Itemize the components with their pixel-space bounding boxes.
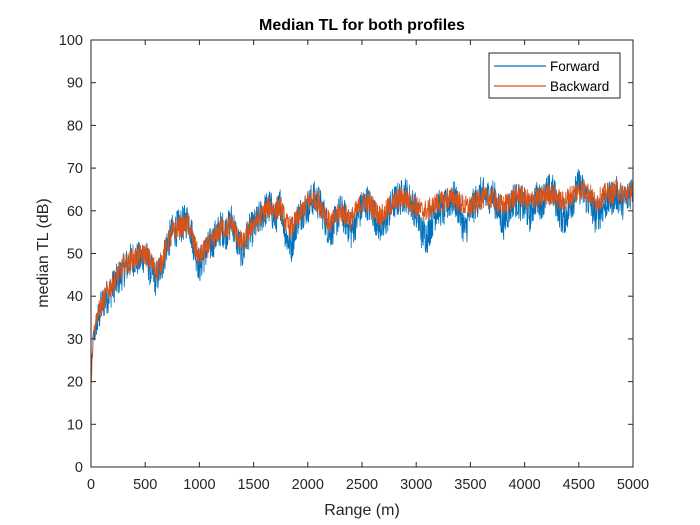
x-tick-label: 5000 bbox=[617, 477, 649, 493]
series-layer bbox=[90, 168, 634, 386]
y-tick-label: 100 bbox=[59, 33, 83, 49]
y-tick-label: 50 bbox=[67, 247, 83, 263]
x-tick-label: 4000 bbox=[508, 477, 540, 493]
chart-title: Median TL for both profiles bbox=[259, 17, 465, 34]
y-tick-label: 80 bbox=[67, 118, 83, 134]
x-axis-ticks: 0 500 1000 1500 2000 2500 3000 3500 4000 4500 5000 bbox=[87, 40, 649, 493]
x-tick-label: 0 bbox=[87, 477, 95, 493]
legend-label-forward: Forward bbox=[550, 59, 600, 74]
y-tick-label: 10 bbox=[67, 417, 83, 433]
x-tick-label: 4500 bbox=[563, 477, 595, 493]
legend-box bbox=[488, 52, 621, 99]
x-axis-title: Range (m) bbox=[324, 502, 400, 519]
y-tick-label: 30 bbox=[67, 332, 83, 348]
x-tick-label: 3500 bbox=[454, 477, 486, 493]
y-axis-title: median TL (dB) bbox=[35, 198, 52, 307]
y-tick-label: 70 bbox=[67, 161, 83, 177]
legend: Forward Backward bbox=[488, 52, 621, 99]
y-tick-label: 20 bbox=[67, 375, 83, 391]
y-tick-label: 90 bbox=[67, 76, 83, 92]
y-axis-ticks: 0 10 20 30 40 50 60 70 80 90 100 bbox=[59, 33, 633, 476]
x-tick-label: 2500 bbox=[346, 477, 378, 493]
x-tick-label: 3000 bbox=[400, 477, 432, 493]
y-tick-label: 40 bbox=[67, 289, 83, 305]
x-tick-label: 500 bbox=[133, 477, 157, 493]
legend-label-backward: Backward bbox=[550, 79, 609, 94]
x-tick-label: 1500 bbox=[237, 477, 269, 493]
axes-background bbox=[91, 40, 633, 467]
plot-area: 0 500 1000 1500 2000 2500 3000 3500 4000 4500 5000… bbox=[59, 33, 649, 493]
y-tick-label: 60 bbox=[67, 204, 83, 220]
y-tick-label: 0 bbox=[75, 460, 83, 476]
series-line-backward bbox=[90, 178, 634, 386]
x-tick-label: 2000 bbox=[292, 477, 324, 493]
x-tick-label: 1000 bbox=[183, 477, 215, 493]
